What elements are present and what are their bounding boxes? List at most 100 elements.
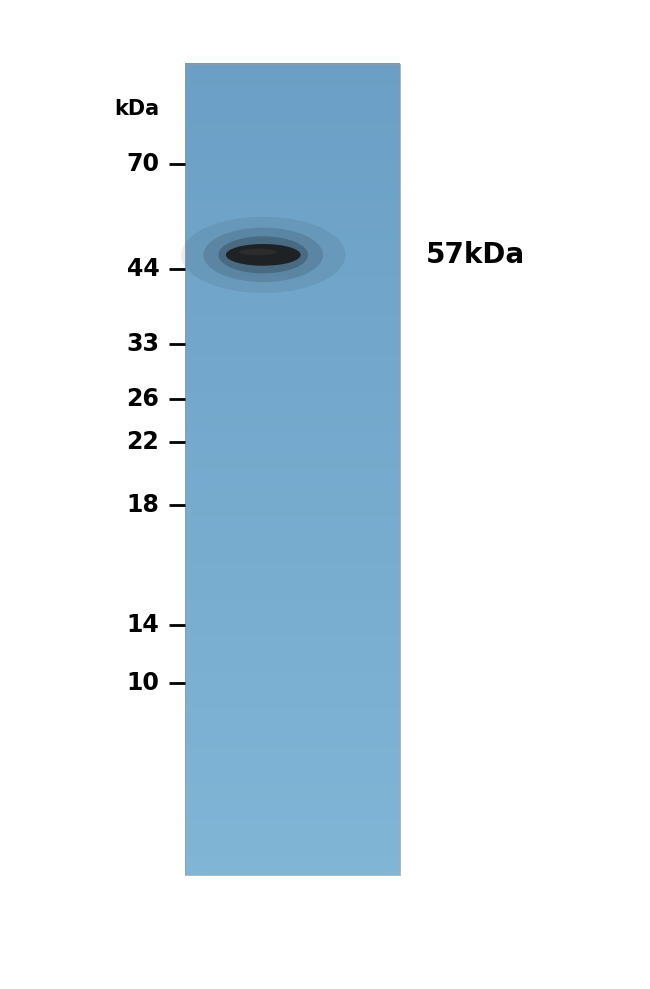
- Bar: [185, 420, 400, 424]
- Bar: [185, 383, 400, 386]
- Bar: [185, 590, 400, 594]
- Bar: [185, 322, 400, 326]
- Bar: [185, 215, 400, 219]
- Bar: [185, 233, 400, 237]
- Bar: [185, 839, 400, 843]
- Bar: [185, 315, 400, 318]
- Bar: [185, 572, 400, 576]
- Bar: [185, 207, 400, 211]
- Bar: [185, 277, 400, 281]
- Bar: [185, 631, 400, 635]
- Bar: [185, 393, 400, 397]
- Bar: [185, 837, 400, 840]
- Bar: [185, 737, 400, 740]
- Bar: [185, 66, 400, 69]
- Bar: [185, 247, 400, 251]
- Bar: [185, 444, 400, 448]
- Bar: [185, 782, 400, 786]
- Bar: [185, 425, 400, 429]
- Ellipse shape: [203, 227, 323, 282]
- Bar: [185, 758, 400, 762]
- Bar: [185, 850, 400, 854]
- Bar: [185, 488, 400, 492]
- Bar: [185, 634, 400, 637]
- Bar: [185, 372, 400, 375]
- Bar: [185, 336, 400, 340]
- Bar: [185, 528, 400, 532]
- Bar: [185, 766, 400, 769]
- Bar: [185, 274, 400, 278]
- Bar: [185, 690, 400, 694]
- Bar: [185, 171, 400, 175]
- Bar: [185, 818, 400, 821]
- Bar: [185, 485, 400, 489]
- Bar: [185, 141, 400, 145]
- Bar: [185, 676, 400, 680]
- Bar: [185, 750, 400, 754]
- Bar: [185, 682, 400, 686]
- Bar: [185, 745, 400, 749]
- Bar: [185, 761, 400, 764]
- Bar: [185, 566, 400, 570]
- Bar: [185, 796, 400, 799]
- Bar: [185, 723, 400, 727]
- Bar: [185, 64, 400, 875]
- Text: 57kDa: 57kDa: [426, 241, 525, 269]
- Bar: [185, 185, 400, 189]
- Bar: [185, 461, 400, 465]
- Bar: [185, 547, 400, 551]
- Bar: [185, 210, 400, 213]
- Bar: [185, 812, 400, 816]
- Bar: [185, 447, 400, 451]
- Bar: [185, 536, 400, 540]
- Bar: [185, 604, 400, 607]
- Bar: [185, 587, 400, 591]
- Bar: [185, 241, 400, 245]
- Bar: [185, 139, 400, 142]
- Bar: [185, 628, 400, 632]
- Bar: [185, 160, 400, 164]
- Bar: [185, 423, 400, 426]
- Bar: [185, 299, 400, 303]
- Bar: [185, 174, 400, 178]
- Bar: [185, 212, 400, 216]
- Bar: [185, 679, 400, 683]
- Bar: [185, 158, 400, 161]
- Bar: [185, 377, 400, 381]
- Bar: [185, 285, 400, 289]
- Bar: [185, 107, 400, 110]
- Text: 33: 33: [126, 332, 159, 356]
- Bar: [185, 391, 400, 394]
- Bar: [185, 804, 400, 808]
- Bar: [185, 742, 400, 746]
- Bar: [185, 726, 400, 729]
- Bar: [185, 361, 400, 364]
- Bar: [185, 687, 400, 691]
- Bar: [185, 612, 400, 616]
- Bar: [185, 577, 400, 581]
- Bar: [185, 317, 400, 321]
- Bar: [185, 860, 400, 864]
- Bar: [185, 545, 400, 548]
- Bar: [185, 717, 400, 721]
- Bar: [185, 374, 400, 378]
- Ellipse shape: [226, 244, 300, 266]
- Bar: [185, 149, 400, 153]
- Bar: [185, 404, 400, 407]
- Bar: [185, 617, 400, 621]
- Bar: [185, 388, 400, 392]
- Bar: [185, 801, 400, 805]
- Bar: [185, 788, 400, 791]
- Bar: [185, 63, 400, 67]
- Bar: [185, 696, 400, 699]
- Bar: [185, 258, 400, 262]
- Bar: [185, 333, 400, 337]
- Bar: [185, 261, 400, 264]
- Bar: [185, 472, 400, 475]
- Bar: [185, 739, 400, 743]
- Bar: [185, 866, 400, 870]
- Bar: [185, 647, 400, 651]
- Bar: [185, 834, 400, 838]
- Bar: [185, 553, 400, 556]
- Bar: [185, 90, 400, 94]
